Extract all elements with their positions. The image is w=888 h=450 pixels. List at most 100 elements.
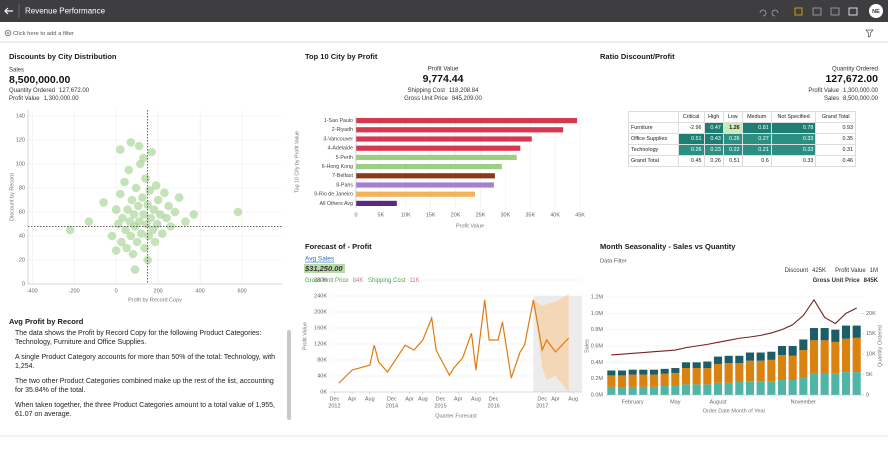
y-axis-title: Sales (584, 339, 590, 353)
line (611, 298, 857, 356)
filter-label: Data Filter (600, 259, 627, 265)
y-tick-label: 0.0M (591, 392, 604, 398)
bar-segment (799, 377, 808, 395)
detail: Shipping Cost 118,208.84 (408, 88, 480, 94)
paragraph: When taken together, the three Product C… (15, 402, 275, 418)
detail-label: Profit Value (808, 88, 839, 94)
bar-segment (724, 355, 733, 364)
detail-label: Gross Unit Price (404, 96, 448, 102)
bar-segment (735, 363, 744, 382)
bar-segment (809, 340, 819, 373)
table-cell: 1.26 (722, 122, 743, 134)
point (189, 210, 199, 219)
detail-label: Quantity Ordered (9, 88, 55, 94)
x-axis-title: Profit Value (456, 223, 484, 229)
point (133, 201, 143, 211)
y-tick-label: 0.2M (591, 376, 604, 382)
bar-segment (831, 341, 840, 374)
x-tick-label: 0 (115, 288, 118, 294)
category-label: All Others Avg (320, 201, 354, 207)
bar-segment (628, 386, 637, 395)
detail-value: 845,209.00 (452, 96, 483, 102)
back-button[interactable] (4, 7, 13, 15)
row-header: Grand Total (628, 155, 679, 167)
kpi-value: 127,672.00 (825, 73, 878, 85)
detail-value: 118,208.84 (449, 88, 479, 94)
y-tick-label: 0.8M (591, 327, 604, 333)
point (99, 198, 108, 207)
bar (356, 191, 475, 197)
x-tick-label: Aug (418, 396, 428, 402)
add-filter-icon[interactable] (4, 29, 12, 37)
x-tick-label: November (791, 399, 817, 405)
bar (356, 200, 397, 206)
bar-segment (756, 352, 765, 361)
x-tick-label: Dec (330, 396, 340, 402)
point (116, 145, 125, 154)
bar-segment (660, 373, 669, 387)
table-cell: 0.33 (770, 155, 817, 167)
x-tick-label: -200 (69, 288, 80, 294)
point (149, 205, 159, 214)
point (143, 200, 152, 210)
point (111, 246, 121, 255)
table-cell: 0.33 (770, 144, 817, 156)
x-tick-sublabel: 2012 (328, 403, 340, 409)
bar-segment (724, 363, 733, 383)
bar-segment (681, 368, 691, 385)
bar-segment (724, 382, 733, 395)
point (233, 207, 243, 217)
detail-label: Profit Value (9, 96, 40, 102)
line (338, 299, 534, 384)
bar-segment (671, 386, 680, 395)
filter-placeholder[interactable]: Click here to add a filter (13, 31, 74, 37)
bar-segment (713, 382, 723, 395)
bar-segment (607, 375, 616, 387)
x-tick-label: Apr (551, 396, 560, 402)
detail: Quantity Ordered 127,672.00 (9, 88, 90, 94)
filter-bar[interactable] (0, 22, 888, 42)
category-label: 6-Hong Kong (322, 164, 353, 170)
filter-icon[interactable] (865, 29, 874, 38)
point (122, 243, 131, 253)
x-tick-label: 0 (354, 212, 357, 218)
panel-title: Ratio Discount/Profit (600, 52, 675, 61)
point (148, 225, 158, 235)
detail: Profit Value 1M (835, 268, 878, 274)
bar-segment (788, 355, 797, 380)
y-axis-title: Profit Value (302, 322, 308, 350)
detail: Profit Value 1,300,000.00 (808, 88, 878, 94)
detail: Discount 425K (785, 268, 826, 274)
point (166, 222, 176, 231)
point (117, 237, 126, 247)
table-cell: 0.46 (815, 155, 856, 167)
detail-label: Gross Unit Price (305, 278, 349, 284)
bar-segment (852, 372, 861, 395)
detail: Gross Unit Price 84K (305, 278, 363, 284)
bar-segment (703, 384, 712, 395)
point (130, 265, 140, 274)
bar-segment (649, 374, 659, 387)
x-axis-title: Quarter Forecast (435, 413, 477, 419)
bar-segment (607, 386, 616, 395)
table-cell: 0.93 (815, 122, 856, 134)
point (147, 147, 157, 157)
scrollbar[interactable] (287, 330, 291, 420)
table-row: Grand Total 0.45 0.26 0.51 0.6 0.33 0.46 (628, 155, 856, 167)
x-tick-label: 200 (154, 288, 163, 294)
kpi-value: 9,774.44 (423, 73, 464, 85)
bar (356, 136, 532, 142)
toolbar-icons[interactable] (759, 7, 858, 17)
y-tick-label: 1.0M (591, 311, 604, 317)
kpi-value: 8,500,000.00 (9, 74, 70, 86)
point (140, 243, 149, 253)
row-header: Technology (628, 144, 679, 156)
point (111, 205, 121, 214)
bar-segment (660, 386, 669, 395)
user-avatar[interactable] (869, 4, 883, 18)
detail: Gross Unit Price 845K (813, 278, 879, 284)
panel-title: Top 10 City by Profit (305, 52, 378, 61)
y2-tick-label: 15K (866, 331, 876, 337)
kpi-label: Sales (9, 68, 24, 74)
detail-value: 845K (864, 278, 879, 284)
